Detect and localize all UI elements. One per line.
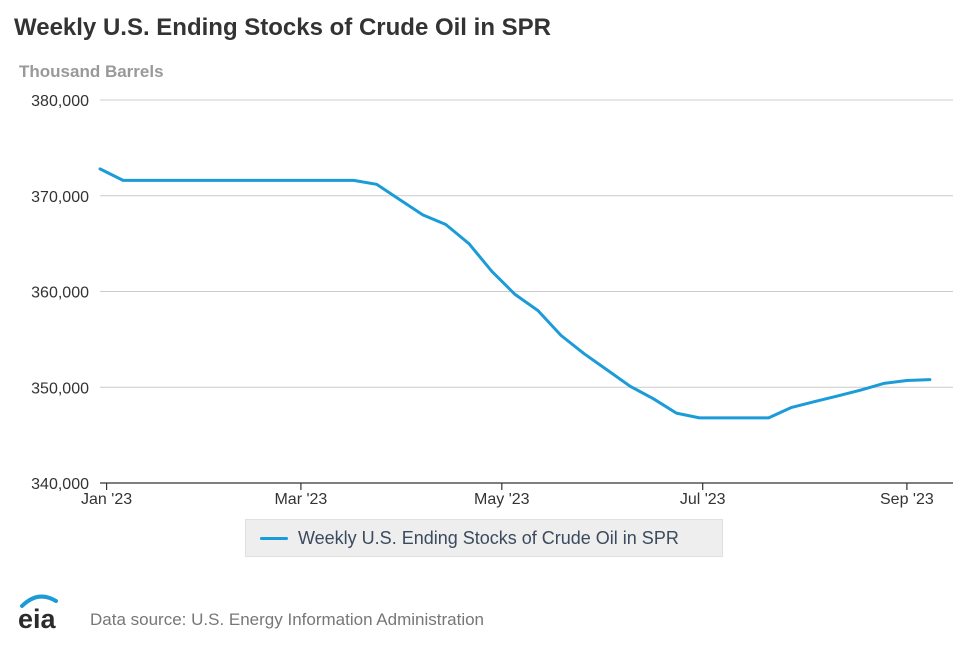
eia-logo-text: eia (18, 604, 57, 632)
x-tick-label: Jul '23 (680, 491, 726, 508)
axes: 340,000 350,000 360,000 370,000 380,000 Jan '… (31, 93, 953, 508)
legend[interactable]: Weekly U.S. Ending Stocks of Crude Oil i… (245, 519, 723, 557)
x-tick-label: Sep '23 (880, 491, 934, 508)
y-tick-label: 380,000 (31, 93, 89, 110)
x-tick-label: Jan '23 (81, 491, 132, 508)
series-line-spr-stocks (98, 167, 932, 420)
x-tick-label: May '23 (474, 491, 530, 508)
eia-logo: eia (18, 594, 58, 632)
gridlines (100, 99, 953, 388)
y-axis-units-label: Thousand Barrels (19, 62, 164, 81)
eia-logo-arc (20, 594, 58, 608)
y-tick-label: 370,000 (31, 189, 89, 206)
line-chart: 340,000 350,000 360,000 370,000 380,000 Jan '… (31, 93, 953, 508)
data-source-note: Data source: U.S. Energy Information Adm… (90, 610, 485, 629)
y-tick-label: 350,000 (31, 380, 89, 397)
y-tick-label: 340,000 (31, 476, 89, 493)
legend-swatch (260, 536, 288, 540)
legend-label: Weekly U.S. Ending Stocks of Crude Oil i… (298, 527, 679, 548)
series-lines (98, 167, 932, 420)
y-tick-label: 360,000 (31, 285, 89, 302)
chart-title: Weekly U.S. Ending Stocks of Crude Oil i… (14, 14, 551, 41)
x-tick-label: Mar '23 (274, 491, 327, 508)
